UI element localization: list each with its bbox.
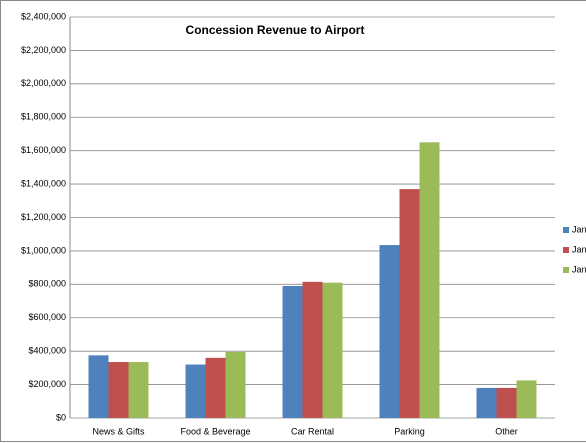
x-tick-label: Food & Beverage: [180, 426, 250, 436]
y-tick-label: $2,400,000: [21, 11, 66, 21]
bar: [88, 355, 109, 418]
y-tick-label: $2,200,000: [21, 45, 66, 55]
bar: [419, 142, 440, 418]
bar: [225, 352, 246, 418]
y-tick-label: $1,400,000: [21, 178, 66, 188]
y-tick-label: $800,000: [28, 279, 66, 289]
bar: [302, 281, 323, 418]
y-tick-label: $400,000: [28, 346, 66, 356]
legend-swatch: [563, 267, 569, 273]
y-tick-label: $1,200,000: [21, 212, 66, 222]
bar: [108, 362, 129, 418]
legend-swatch: [563, 247, 569, 253]
bar: [205, 357, 226, 418]
bar: [282, 286, 303, 418]
x-tick-label: Other: [495, 426, 518, 436]
legend-label: Jan-15: [572, 224, 586, 234]
x-tick-label: Car Rental: [291, 426, 334, 436]
chart-title: Concession Revenue to Airport: [186, 23, 365, 37]
x-tick-label: Parking: [394, 426, 425, 436]
bar: [399, 189, 420, 418]
legend-swatch: [563, 227, 569, 233]
y-tick-label: $1,800,000: [21, 112, 66, 122]
legend-label: Jan-17: [572, 264, 586, 274]
bar: [128, 362, 149, 418]
y-tick-label: $2,000,000: [21, 78, 66, 88]
bar: [516, 380, 537, 418]
bar: [322, 282, 343, 418]
y-tick-label: $600,000: [28, 312, 66, 322]
bar: [496, 387, 517, 418]
y-tick-label: $0: [56, 412, 66, 422]
bar: [379, 245, 400, 418]
legend-label: Jan-16: [572, 244, 586, 254]
bar: [185, 364, 206, 418]
bar: [476, 387, 497, 418]
x-tick-label: News & Gifts: [92, 426, 145, 436]
y-tick-label: $1,600,000: [21, 145, 66, 155]
y-tick-label: $1,000,000: [21, 245, 66, 255]
y-tick-label: $200,000: [28, 379, 66, 389]
